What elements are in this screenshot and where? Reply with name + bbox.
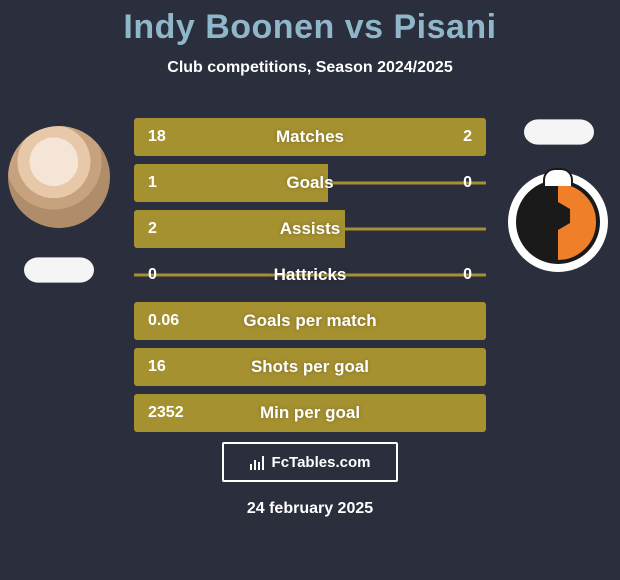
stats-table: 182Matches 10Goals 2Assists 00Hattricks 0.06…	[134, 118, 486, 440]
stat-row: 182Matches	[134, 118, 486, 156]
stat-row: 00Hattricks	[134, 256, 486, 294]
stat-label: Matches	[134, 127, 486, 147]
stat-row: 0.06Goals per match	[134, 302, 486, 340]
stat-row: 10Goals	[134, 164, 486, 202]
player-right-avatar	[508, 172, 608, 272]
player-left-avatar	[8, 126, 110, 228]
club-badge-icon	[516, 180, 600, 264]
brand-spark-icon	[250, 454, 266, 470]
stat-label: Goals	[134, 173, 486, 193]
stat-row: 2Assists	[134, 210, 486, 248]
stat-row: 2352Min per goal	[134, 394, 486, 432]
footer-date: 24 february 2025	[0, 500, 620, 518]
comparison-card: Indy Boonen vs Pisani Club competitions,…	[0, 0, 620, 580]
stat-label: Hattricks	[134, 265, 486, 285]
page-title: Indy Boonen vs Pisani	[0, 8, 620, 47]
stat-label: Min per goal	[134, 403, 486, 423]
stat-label: Goals per match	[134, 311, 486, 331]
page-subtitle: Club competitions, Season 2024/2025	[0, 59, 620, 77]
player-right-flag	[524, 119, 594, 144]
stat-row: 16Shots per goal	[134, 348, 486, 386]
brand-badge: FcTables.com	[222, 442, 398, 482]
brand-label: FcTables.com	[272, 454, 371, 471]
player-left-flag	[24, 257, 94, 282]
stat-label: Assists	[134, 219, 486, 239]
stat-label: Shots per goal	[134, 357, 486, 377]
